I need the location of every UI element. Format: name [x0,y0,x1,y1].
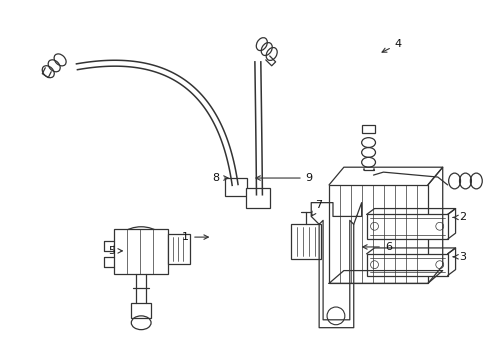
Bar [131,303,151,318]
Bar [225,178,246,196]
Bar [114,229,167,274]
Bar [167,234,189,264]
Text: 3: 3 [452,252,465,262]
Text: 6: 6 [362,242,391,252]
Bar [366,254,447,275]
Bar [328,185,427,283]
Bar [361,125,375,133]
Text: 5: 5 [108,246,122,256]
Bar [291,224,321,259]
Text: 4: 4 [381,39,401,52]
Text: 8: 8 [211,173,228,183]
Bar [366,215,447,239]
Text: 2: 2 [452,212,465,222]
Text: 9: 9 [255,173,312,183]
Bar [245,188,269,208]
Text: 7: 7 [311,199,322,216]
Text: 1: 1 [182,232,208,242]
